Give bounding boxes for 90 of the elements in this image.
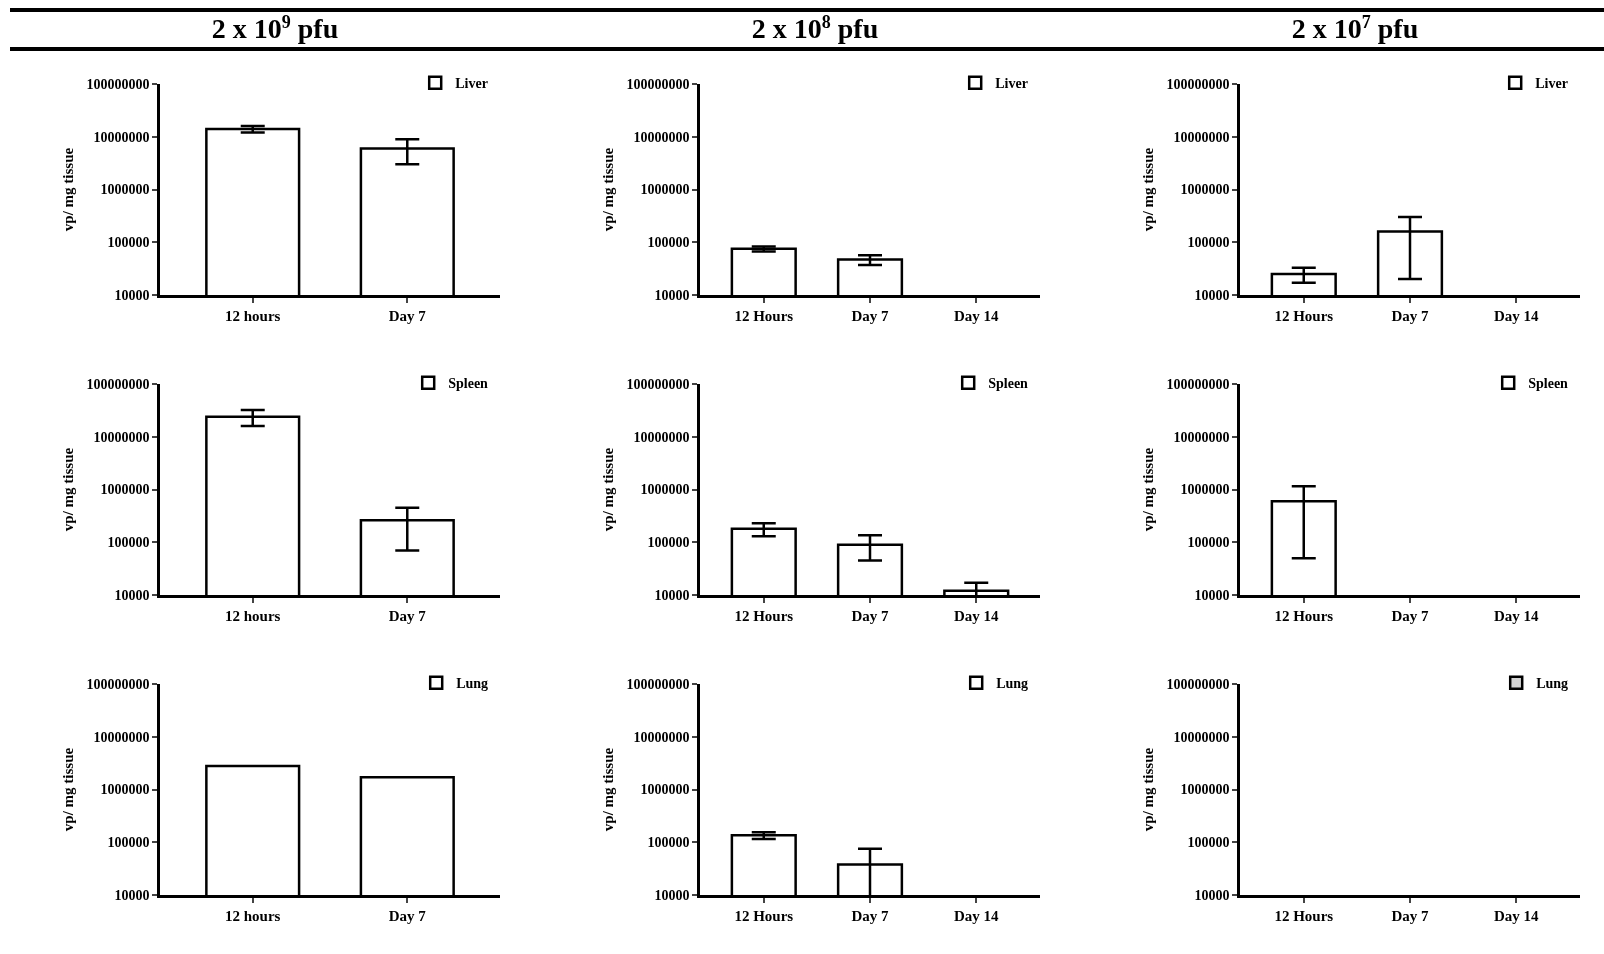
legend-label: Spleen [1528, 376, 1569, 392]
y-tick-label: 100000000 [86, 676, 150, 692]
y-axis-title: vp/ mg tissue [1139, 147, 1156, 232]
x-tick-label: 12 hours [225, 607, 281, 624]
legend-label: Lung [996, 676, 1029, 692]
legend-label: Spleen [988, 376, 1029, 392]
y-tick-label: 10000000 [633, 129, 690, 145]
y-tick-label: 100000 [1187, 535, 1230, 551]
y-tick-label: 100000000 [86, 376, 150, 392]
x-tick-label: Day 7 [1391, 607, 1430, 624]
y-tick-label: 10000 [654, 887, 690, 903]
y-axis-title: vp/ mg tissue [59, 747, 76, 832]
y-tick-label: 1000000 [100, 182, 150, 198]
y-tick-label: 1000000 [1180, 482, 1230, 498]
y-tick-label: 10000 [114, 287, 150, 303]
x-tick-label: 12 Hours [734, 607, 794, 624]
y-tick-label: 10000000 [93, 429, 150, 445]
x-tick-label: 12 Hours [1274, 607, 1334, 624]
legend-label: Lung [1536, 676, 1569, 692]
y-tick-label: 10000000 [1173, 429, 1230, 445]
x-tick-label: Day 7 [1391, 307, 1430, 324]
x-tick-label: Day 7 [1391, 907, 1430, 924]
y-tick-label: 100000000 [1166, 676, 1230, 692]
x-tick-label: Day 7 [851, 307, 890, 324]
y-tick-label: 10000 [1194, 587, 1230, 603]
x-tick-label: 12 hours [225, 307, 281, 324]
y-tick-label: 1000000 [640, 182, 690, 198]
y-tick-label: 10000000 [1173, 729, 1230, 745]
x-tick-label: Day 14 [953, 607, 1000, 624]
y-tick-label: 100000 [107, 835, 150, 851]
y-tick-label: 100000 [107, 235, 150, 251]
y-tick-label: 100000000 [626, 376, 690, 392]
y-tick-label: 10000 [654, 287, 690, 303]
y-tick-label: 1000000 [1180, 782, 1230, 798]
x-tick-label: Day 14 [953, 307, 1000, 324]
y-tick-label: 10000000 [93, 129, 150, 145]
x-tick-label: Day 7 [851, 607, 890, 624]
legend-label: Liver [455, 76, 488, 92]
legend-label: Liver [1535, 76, 1568, 92]
y-axis-title: vp/ mg tissue [59, 147, 76, 232]
y-axis-title: vp/ mg tissue [59, 447, 76, 532]
x-tick-label: 12 Hours [734, 907, 794, 924]
x-tick-label: 12 Hours [1274, 307, 1334, 324]
chart-title: 2 x 10$^{9}$ pfu [210, 12, 340, 46]
x-tick-label: 12 Hours [1274, 907, 1334, 924]
x-tick-label: Day 7 [388, 307, 427, 324]
y-tick-label: 1000000 [100, 782, 150, 798]
y-tick-label: 100000 [1187, 235, 1230, 251]
y-tick-label: 10000000 [93, 729, 150, 745]
y-tick-label: 10000 [1194, 887, 1230, 903]
y-tick-label: 100000 [1187, 835, 1230, 851]
x-tick-label: Day 7 [388, 607, 427, 624]
y-tick-label: 100000 [107, 535, 150, 551]
y-tick-label: 10000 [1194, 287, 1230, 303]
y-tick-label: 1000000 [640, 782, 690, 798]
x-tick-label: Day 14 [1493, 907, 1540, 924]
y-axis-title: vp/ mg tissue [1139, 447, 1156, 532]
y-axis-title: vp/ mg tissue [599, 147, 616, 232]
y-tick-label: 1000000 [100, 482, 150, 498]
y-tick-label: 1000000 [640, 482, 690, 498]
y-tick-label: 100000000 [1166, 76, 1230, 92]
x-tick-label: 12 Hours [734, 307, 794, 324]
legend-label: Lung [456, 676, 489, 692]
y-tick-label: 100000000 [86, 76, 150, 92]
y-axis-title: vp/ mg tissue [599, 447, 616, 532]
y-tick-label: 100000 [647, 235, 690, 251]
y-tick-label: 100000 [647, 535, 690, 551]
legend-label: Spleen [448, 376, 489, 392]
y-tick-label: 1000000 [1180, 182, 1230, 198]
y-tick-label: 10000 [114, 587, 150, 603]
y-tick-label: 10000000 [633, 429, 690, 445]
y-axis-title: vp/ mg tissue [599, 747, 616, 832]
chart-title: 2 x 10$^{7}$ pfu [1290, 12, 1420, 46]
x-tick-label: Day 14 [953, 907, 1000, 924]
x-tick-label: Day 7 [851, 907, 890, 924]
legend-label: Liver [995, 76, 1028, 92]
x-tick-label: 12 hours [225, 907, 281, 924]
y-tick-label: 10000 [114, 887, 150, 903]
y-tick-label: 100000000 [626, 76, 690, 92]
y-tick-label: 100000000 [626, 676, 690, 692]
x-tick-label: Day 7 [388, 907, 427, 924]
y-tick-label: 10000000 [1173, 129, 1230, 145]
y-axis-title: vp/ mg tissue [1139, 747, 1156, 832]
y-tick-label: 100000000 [1166, 376, 1230, 392]
x-tick-label: Day 14 [1493, 307, 1540, 324]
x-tick-label: Day 14 [1493, 607, 1540, 624]
chart-title: 2 x 10$^{8}$ pfu [750, 12, 880, 46]
y-tick-label: 10000000 [633, 729, 690, 745]
y-tick-label: 10000 [654, 587, 690, 603]
y-tick-label: 100000 [647, 835, 690, 851]
